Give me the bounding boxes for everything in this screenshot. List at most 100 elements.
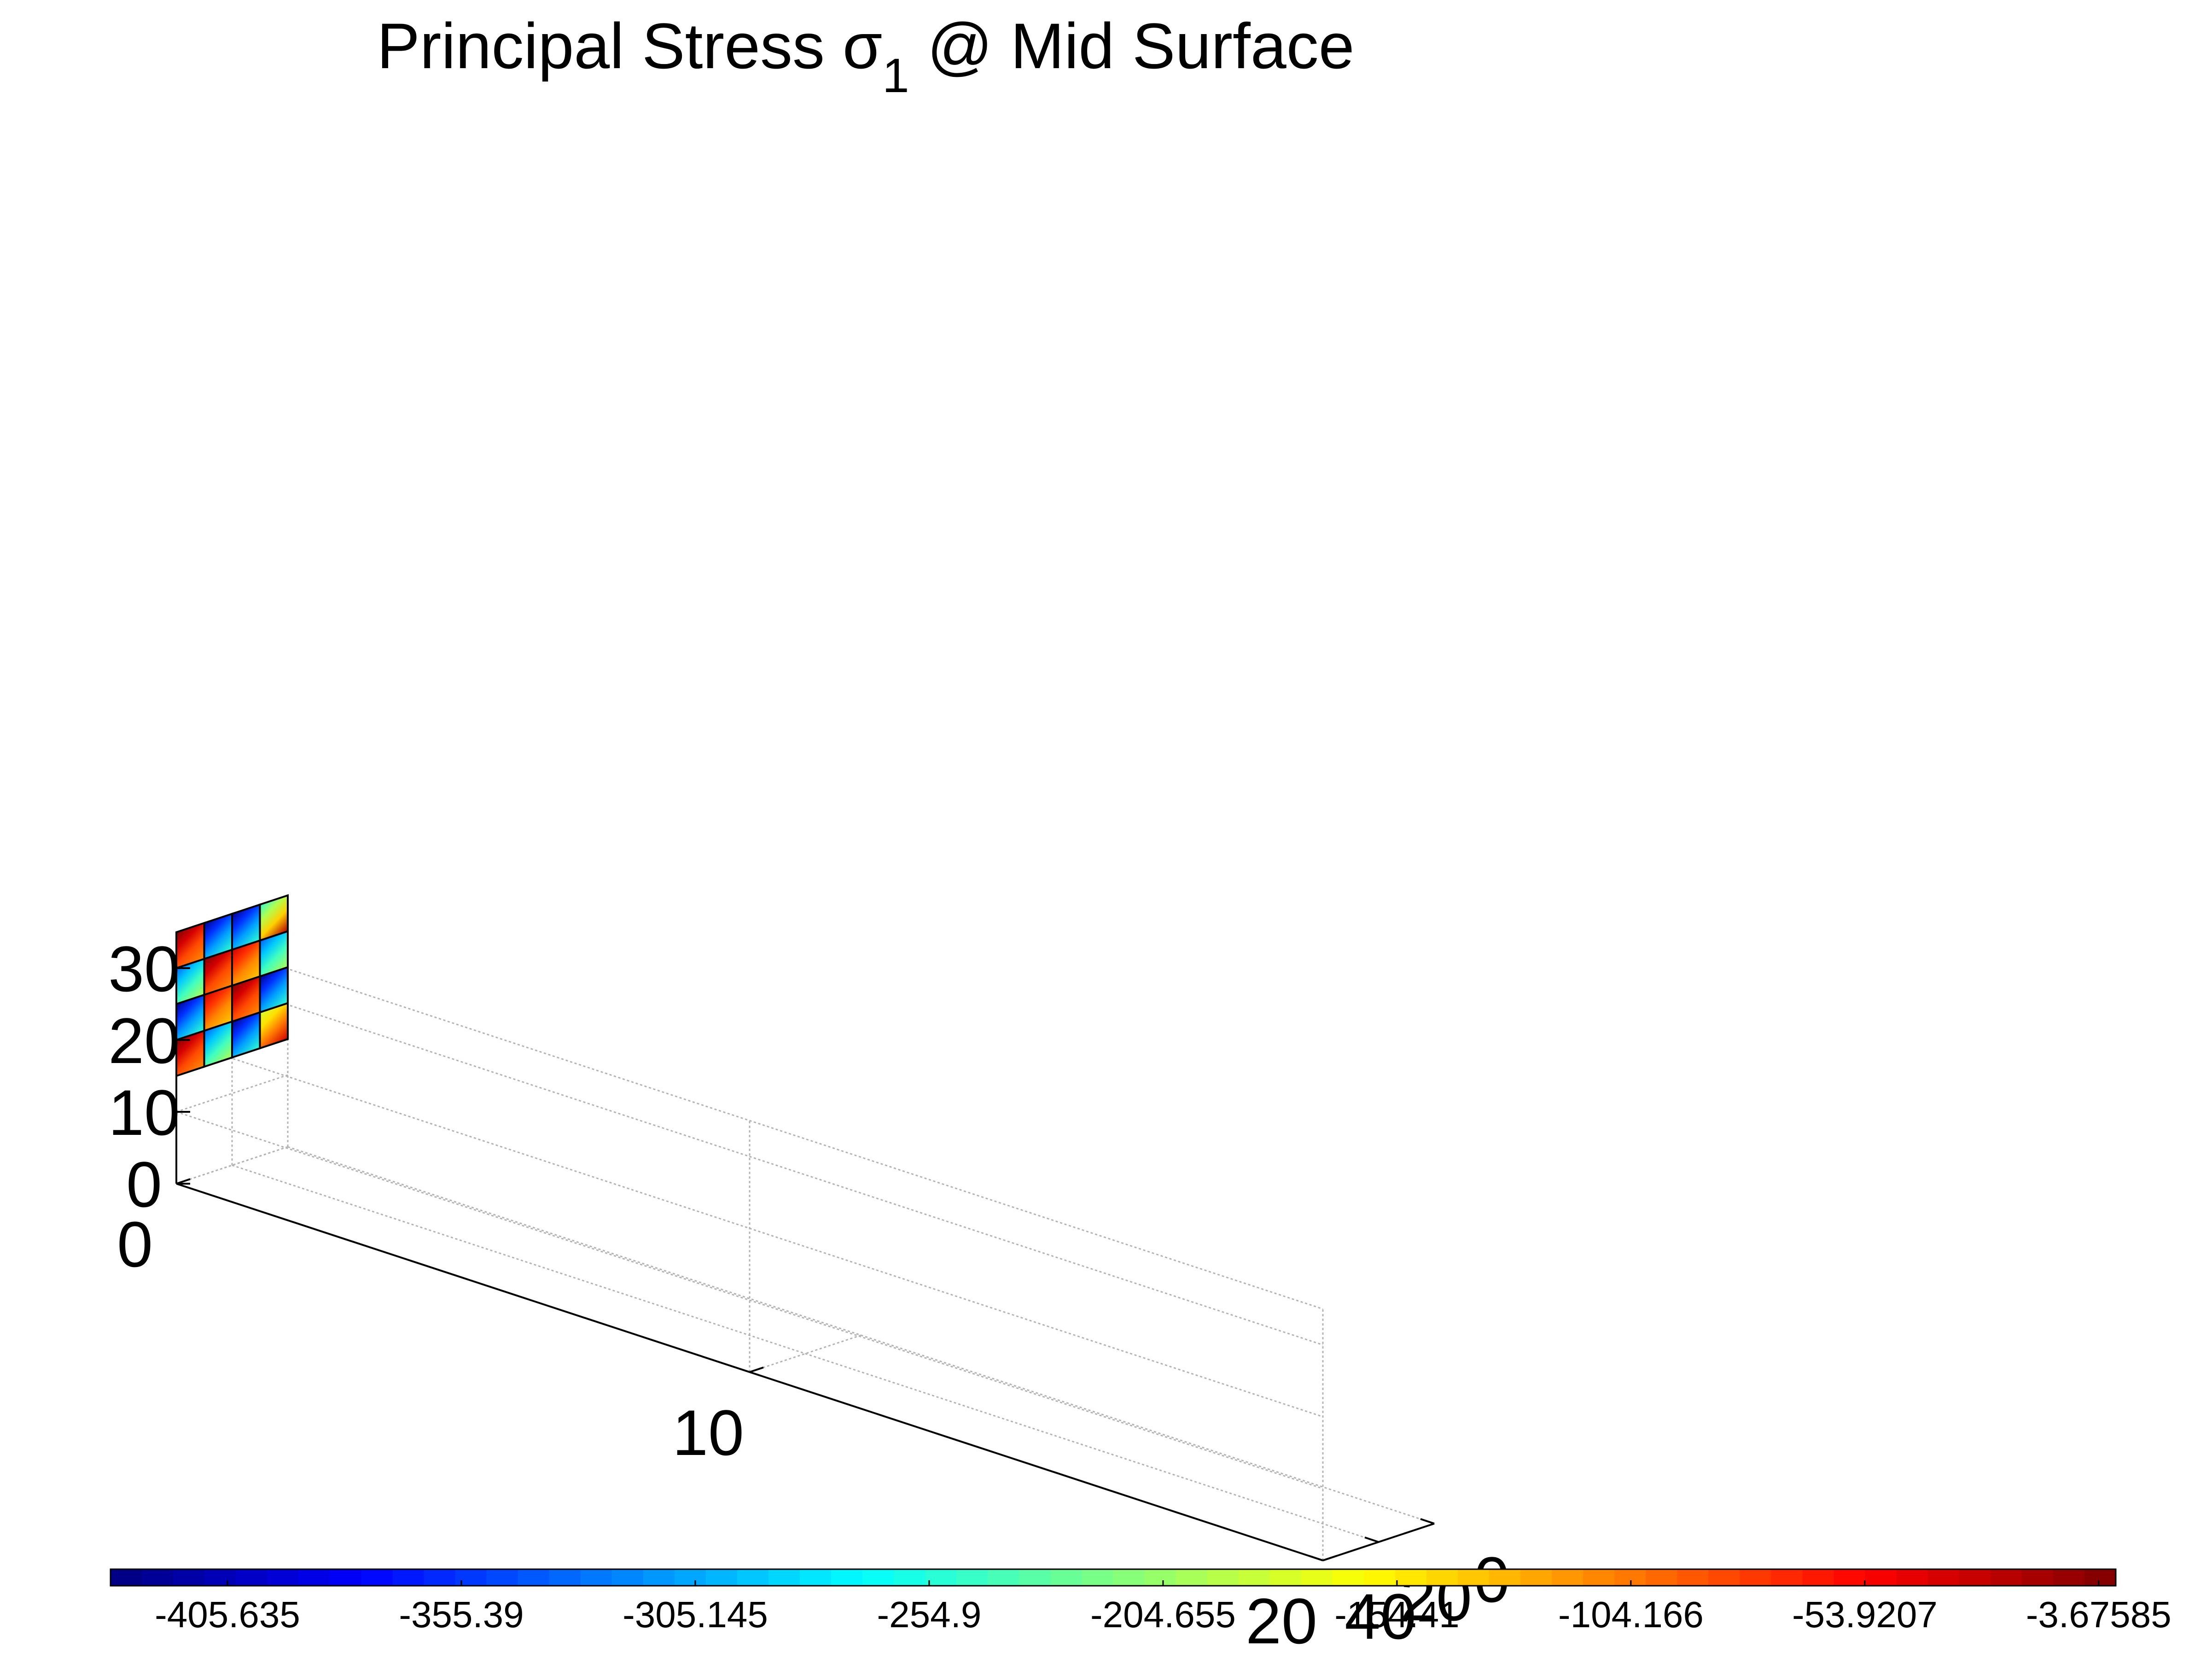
x-tick-label: 0: [117, 1208, 153, 1280]
colorbar-cell: [611, 1569, 644, 1586]
colorbar-tick-label: -305.145: [623, 1594, 768, 1635]
colorbar-cell: [988, 1569, 1020, 1586]
colorbar-tick-label: -104.166: [1558, 1594, 1704, 1635]
colorbar-cell: [705, 1569, 738, 1586]
y-tick: [1364, 1536, 1379, 1543]
colorbar-cell: [1896, 1569, 1928, 1586]
colorbar-tick-label: -3.67585: [2026, 1594, 2171, 1635]
colorbar-cell: [674, 1569, 706, 1586]
colorbar-cell: [1363, 1569, 1396, 1586]
colorbar-cell: [486, 1569, 518, 1586]
title-sigma-symbol: σ: [843, 10, 882, 82]
gridline-z-left: [176, 1111, 1323, 1490]
colorbar-cell: [2021, 1569, 2054, 1586]
colorbar-cell: [831, 1569, 863, 1586]
colorbar-cell: [1019, 1569, 1051, 1586]
colorbar-cell: [518, 1569, 550, 1586]
colorbar-cell: [1834, 1569, 1866, 1586]
colorbar-cell: [925, 1569, 957, 1586]
colorbar-cell: [1489, 1569, 1521, 1586]
colorbar-cell: [1771, 1569, 1803, 1586]
colorbar-cell: [267, 1569, 299, 1586]
title-subscript: 1: [882, 49, 909, 103]
colorbar-tick-label: -355.39: [399, 1594, 524, 1635]
colorbar-cell: [392, 1569, 425, 1586]
x-tick: [1322, 1555, 1337, 1561]
axis-ticks: 01020300102002040: [108, 933, 1510, 1657]
colorbar-cell: [549, 1569, 581, 1586]
chart-title: Principal Stress σ1 @ Mid Surface: [377, 10, 1354, 103]
colorbar-cell: [1144, 1569, 1176, 1586]
title-suffix: @ Mid Surface: [909, 10, 1355, 82]
colorbar-tick-label: -204.655: [1090, 1594, 1236, 1635]
colorbar-cell: [1959, 1569, 1991, 1586]
axes: [175, 932, 1435, 1561]
x-tick-label: 10: [672, 1396, 744, 1469]
colorbar-cell: [1113, 1569, 1145, 1586]
colorbar-cell: [424, 1569, 456, 1586]
colorbar-cell: [1458, 1569, 1490, 1586]
z-tick-label: 10: [108, 1076, 180, 1149]
gridline-y-floor: [232, 1164, 1379, 1543]
box-edge: [176, 931, 1323, 1310]
colorbar-cell: [1802, 1569, 1834, 1586]
colorbar-cell: [737, 1569, 769, 1586]
colorbar-cell: [330, 1569, 362, 1586]
colorbar-cell: [1583, 1569, 1615, 1586]
colorbar-cell: [1207, 1569, 1239, 1586]
stress-plate: [175, 894, 289, 1077]
gridline-z-left: [176, 967, 1323, 1346]
colorbar-cell: [956, 1569, 989, 1586]
colorbar-cell: [800, 1569, 832, 1586]
gridline-z-right: [176, 1146, 288, 1185]
colorbar-cell: [894, 1569, 926, 1586]
colorbar-cell: [1238, 1569, 1270, 1586]
colorbar-cell: [455, 1569, 487, 1586]
x-tick: [176, 1178, 191, 1185]
colorbar-cell: [2084, 1569, 2116, 1586]
colorbar-cell: [361, 1569, 393, 1586]
colorbar-cell: [1082, 1569, 1114, 1586]
colorbar-cell: [1646, 1569, 1678, 1586]
colorbar-cell: [142, 1569, 174, 1586]
gridline-z-right: [176, 1074, 288, 1113]
plate-element-3-3: [259, 1002, 289, 1050]
colorbar-cell: [1301, 1569, 1333, 1586]
colorbar-cell: [298, 1569, 331, 1586]
y-tick-label: 40: [1345, 1580, 1416, 1653]
colorbar-cell: [1552, 1569, 1584, 1586]
colorbar-cell: [204, 1569, 236, 1586]
colorbar-cell: [1520, 1569, 1552, 1586]
colorbar-cell: [1332, 1569, 1364, 1586]
grid-lines: [175, 894, 1435, 1561]
colorbar-cell: [1740, 1569, 1772, 1586]
z-tick-label: 30: [108, 933, 180, 1005]
x-tick: [749, 1367, 764, 1373]
colorbar-cell: [236, 1569, 268, 1586]
y-tick: [1420, 1518, 1435, 1525]
z-tick-label: 0: [126, 1148, 162, 1221]
colorbar-cell: [1708, 1569, 1740, 1586]
colorbar-cell: [1426, 1569, 1458, 1586]
colorbar-cell: [1269, 1569, 1302, 1586]
colorbar-cell: [1176, 1569, 1208, 1586]
colorbar-cell: [1395, 1569, 1427, 1586]
x-tick-label: 20: [1246, 1585, 1317, 1657]
colorbar-cell: [768, 1569, 800, 1586]
colorbar: -405.635 -355.39 -305.145 -254.9 -204.655 -15…: [110, 1568, 2171, 1635]
colorbar-cell: [862, 1569, 894, 1586]
colorbar-cell: [1990, 1569, 2022, 1586]
colorbar-tick-label: -254.9: [877, 1594, 981, 1635]
colorbar-cell: [580, 1569, 612, 1586]
colorbar-cell: [1927, 1569, 1960, 1586]
colorbar-tick-label: -154.41: [1334, 1594, 1459, 1635]
z-tick-label: 20: [108, 1005, 180, 1077]
y-tick: [1309, 1555, 1323, 1561]
colorbar-cell: [643, 1569, 675, 1586]
colorbar-cell: [111, 1569, 142, 1586]
gridline-y-floor: [287, 1146, 1435, 1525]
gridline-x-floor: [749, 1334, 862, 1373]
colorbar-cell: [1050, 1569, 1083, 1586]
colorbar-tick-label: -405.635: [155, 1594, 300, 1635]
